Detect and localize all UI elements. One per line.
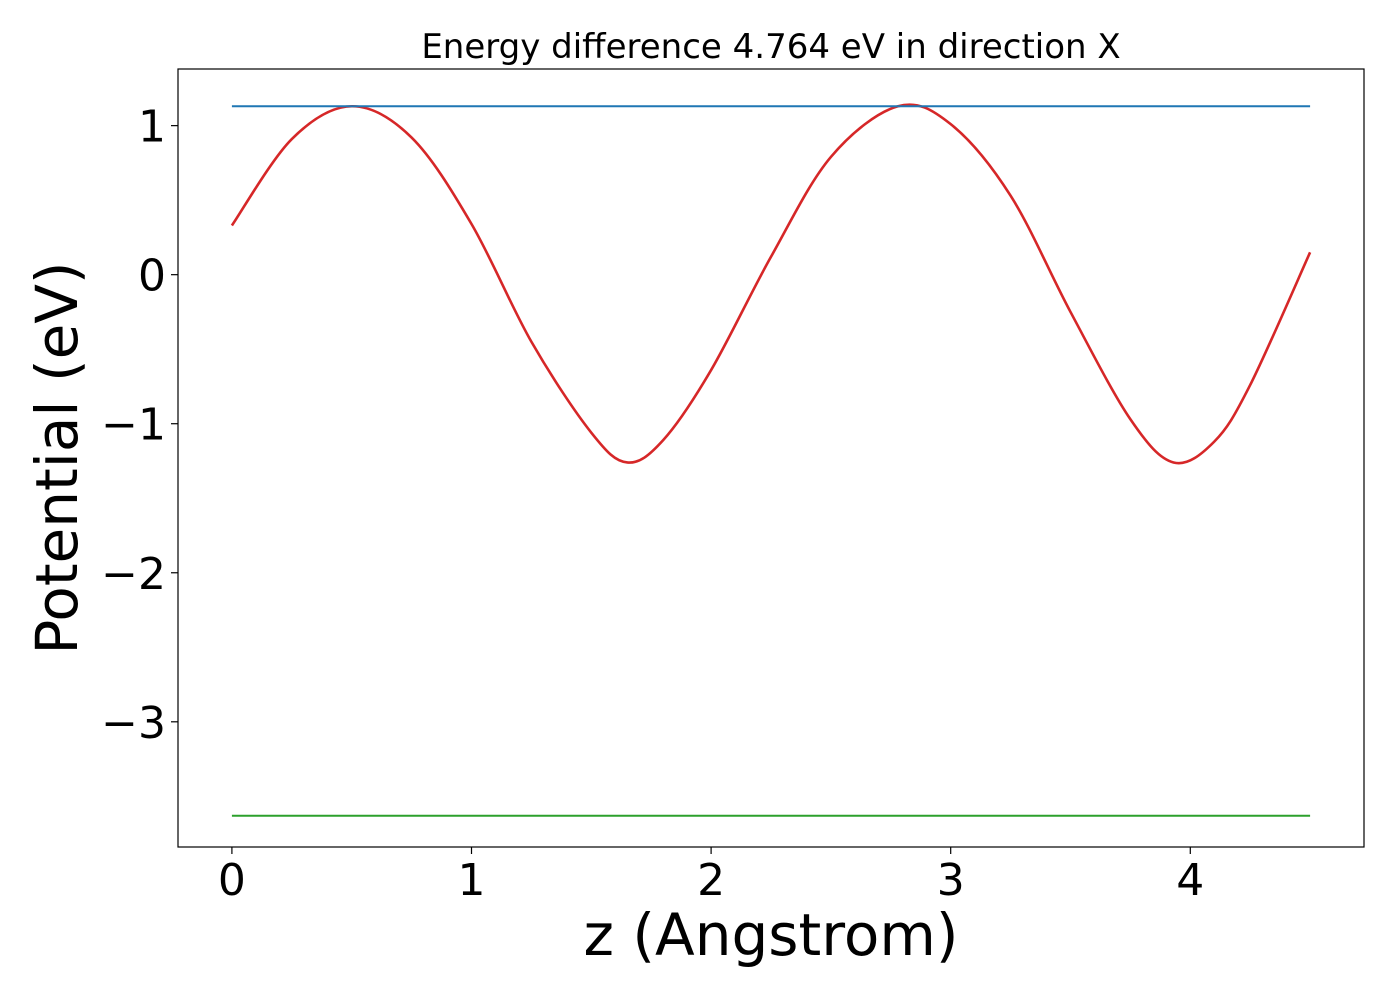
series-layer bbox=[230, 103, 1312, 817]
y-axis: 1 0 −1 −2 −3 bbox=[101, 102, 178, 749]
x-axis: 0 1 2 3 4 bbox=[218, 847, 1204, 906]
x-axis-label: z (Angstrom) bbox=[584, 901, 959, 969]
y-tick-label: 1 bbox=[138, 102, 166, 153]
y-tick-label: −3 bbox=[101, 698, 166, 749]
x-tick-label: 0 bbox=[218, 855, 246, 906]
y-axis-label: Potential (eV) bbox=[23, 261, 91, 654]
x-tick-label: 1 bbox=[458, 855, 486, 906]
x-tick-label: 2 bbox=[697, 855, 725, 906]
y-tick-label: −2 bbox=[101, 549, 166, 600]
y-tick-label: 0 bbox=[138, 251, 166, 302]
y-tick-label: −1 bbox=[101, 400, 166, 451]
plot-frame bbox=[177, 68, 1365, 848]
potential-curve bbox=[230, 103, 1312, 465]
x-tick-label: 3 bbox=[937, 855, 965, 906]
x-tick-label: 4 bbox=[1176, 855, 1204, 906]
chart-title: Energy difference 4.764 eV in direction … bbox=[421, 27, 1120, 67]
